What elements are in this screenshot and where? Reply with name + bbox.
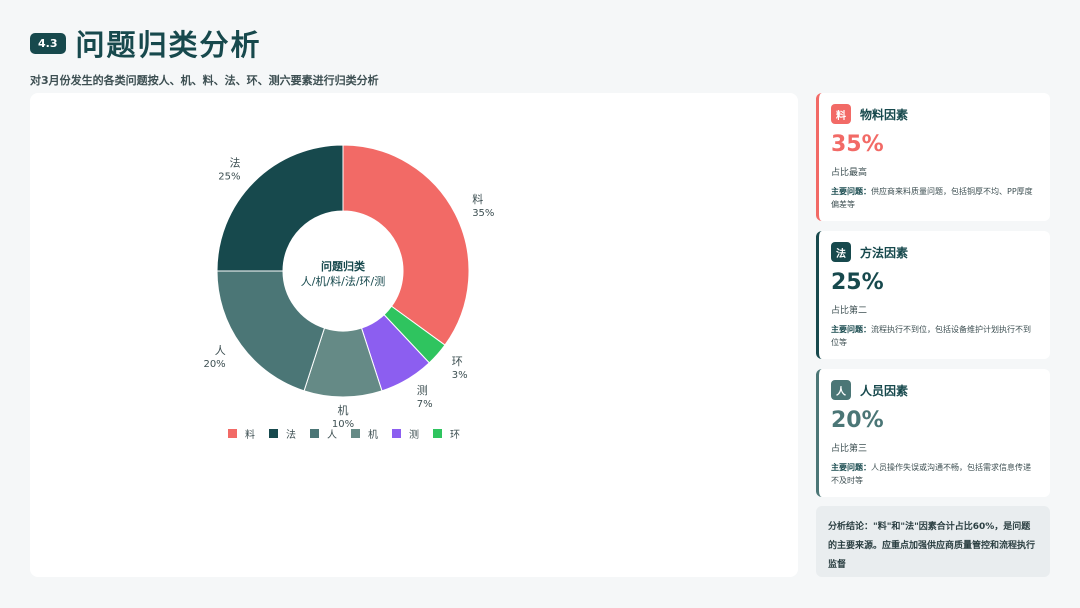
slice-value-label-4: 20% <box>203 359 225 370</box>
analysis-conclusion: 分析结论："料"和"法"因素合计占比60%，是问题的主要来源。应重点加强供应商质… <box>816 506 1050 577</box>
legend-swatch <box>269 429 278 438</box>
problem-text: 供应商来料质量问题，包括铜厚不均、PP厚度偏差等 <box>831 187 1033 209</box>
card-description: 主要问题：流程执行不到位，包括设备维护计划执行不到位等 <box>831 323 1038 349</box>
legend-swatch <box>392 429 401 438</box>
legend-swatch <box>310 429 319 438</box>
slice-value-label-0: 35% <box>472 208 494 219</box>
page-subtitle: 对3月份发生的各类问题按人、机、料、法、环、测六要素进行归类分析 <box>30 74 379 87</box>
slice-label-5: 法 <box>229 155 240 169</box>
problem-label: 主要问题： <box>831 187 871 196</box>
legend-label: 环 <box>450 430 460 441</box>
people-factor-card: 人 人员因素 20% 占比第三 主要问题：人员操作失误或沟通不畅，包括需求信息传… <box>816 369 1050 497</box>
slice-5 <box>216 144 344 272</box>
legend-swatch <box>351 429 360 438</box>
page-title: 问题归类分析 <box>75 28 262 62</box>
legend-label: 机 <box>368 430 378 441</box>
slice-value-label-3: 10% <box>332 419 354 430</box>
slice-value-label-1: 3% <box>452 370 468 381</box>
slice-label-0: 料 <box>472 192 483 206</box>
problem-text: 流程执行不到位，包括设备维护计划执行不到位等 <box>831 325 1031 347</box>
chart-card: 料 35% 环 3% 测 7% 机 10% 人 20% 法 25% 问题归类 人/机/料/法/环/测 … <box>30 93 798 577</box>
chart-legend: 料法人机测环 <box>228 426 474 441</box>
title-row: 4.3 问题归类分析 <box>30 22 379 64</box>
method-factor-card: 法 方法因素 25% 占比第二 主要问题：流程执行不到位，包括设备维护计划执行不… <box>816 231 1050 359</box>
problem-label: 主要问题： <box>831 325 871 334</box>
slice-value-label-2: 7% <box>417 399 433 410</box>
legend-label: 法 <box>286 430 296 441</box>
legend-label: 料 <box>245 430 255 441</box>
card-rank: 占比最高 <box>831 168 868 178</box>
donut-chart: 料 35% 环 3% 测 7% 机 10% 人 20% 法 25% <box>203 144 494 430</box>
slice-0 <box>342 144 470 346</box>
card-description: 主要问题：供应商来料质量问题，包括铜厚不均、PP厚度偏差等 <box>831 185 1038 211</box>
legend-item-3[interactable]: 机 <box>351 426 378 441</box>
material-factor-card: 料 物料因素 35% 占比最高 主要问题：供应商来料质量问题，包括铜厚不均、PP… <box>816 93 1050 221</box>
card-percent: 35% <box>831 132 884 157</box>
donut-center-title: 问题归类 <box>321 260 365 273</box>
donut-center-subtitle: 人/机/料/法/环/测 <box>300 275 386 288</box>
slice-label-2: 测 <box>417 384 428 397</box>
slice-label-4: 人 <box>215 344 226 357</box>
card-title: 方法因素 <box>860 245 909 260</box>
card-percent: 25% <box>831 270 884 295</box>
card-rank: 占比第二 <box>831 306 868 316</box>
legend-item-4[interactable]: 测 <box>392 426 419 441</box>
slice-label-3: 机 <box>338 403 349 417</box>
legend-label: 人 <box>327 430 337 441</box>
material-badge-icon: 料 <box>831 104 851 124</box>
people-badge-icon: 人 <box>831 380 851 400</box>
slice-4 <box>216 270 326 392</box>
slice-value-label-5: 25% <box>218 171 240 182</box>
legend-label: 测 <box>409 430 419 441</box>
legend-item-1[interactable]: 法 <box>269 426 296 441</box>
card-rank: 占比第三 <box>831 444 868 454</box>
section-number-badge: 4.3 <box>30 32 66 54</box>
method-badge-icon: 法 <box>831 242 851 262</box>
problem-text: 人员操作失误或沟通不畅，包括需求信息传递不及时等 <box>831 463 1031 485</box>
legend-swatch <box>433 429 442 438</box>
problem-label: 主要问题： <box>831 463 871 472</box>
legend-item-2[interactable]: 人 <box>310 426 337 441</box>
card-title: 人员因素 <box>860 383 909 398</box>
legend-item-5[interactable]: 环 <box>433 426 460 441</box>
card-percent: 20% <box>831 408 884 433</box>
card-description: 主要问题：人员操作失误或沟通不畅，包括需求信息传递不及时等 <box>831 461 1038 487</box>
slice-label-1: 环 <box>452 355 463 368</box>
page-header: 4.3 问题归类分析 对3月份发生的各类问题按人、机、料、法、环、测六要素进行归… <box>30 22 379 88</box>
legend-swatch <box>228 429 237 438</box>
card-title: 物料因素 <box>860 107 909 122</box>
legend-item-0[interactable]: 料 <box>228 426 255 441</box>
